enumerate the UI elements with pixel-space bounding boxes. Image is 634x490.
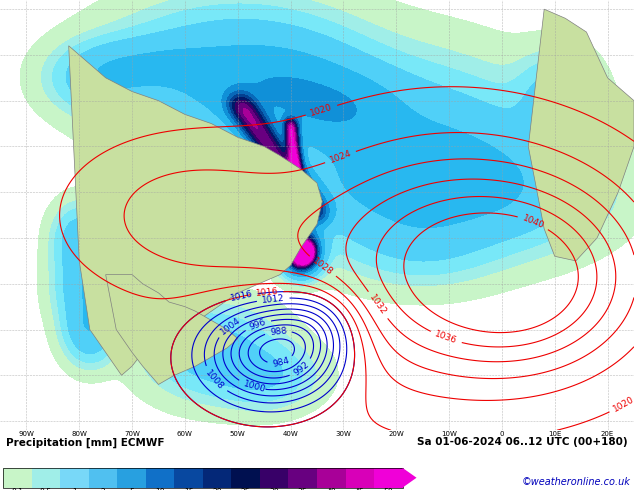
Bar <box>346 468 374 488</box>
Text: 1016: 1016 <box>230 290 254 303</box>
Text: 1: 1 <box>72 488 77 490</box>
Bar <box>231 468 260 488</box>
Bar <box>3 468 403 488</box>
Text: 20: 20 <box>212 488 222 490</box>
Polygon shape <box>68 46 322 375</box>
Bar <box>89 468 117 488</box>
Text: 30W: 30W <box>335 431 351 438</box>
Text: 80W: 80W <box>71 431 87 438</box>
Text: 1036: 1036 <box>434 330 458 346</box>
Bar <box>260 468 288 488</box>
Text: 1028: 1028 <box>311 256 335 277</box>
Text: 988: 988 <box>269 326 287 337</box>
Text: 1012: 1012 <box>261 294 285 305</box>
Text: Precipitation [mm] ECMWF: Precipitation [mm] ECMWF <box>6 438 165 448</box>
Bar <box>374 468 403 488</box>
Text: 1032: 1032 <box>368 293 388 317</box>
Text: 992: 992 <box>292 360 311 378</box>
Text: 2: 2 <box>101 488 105 490</box>
Bar <box>3 468 32 488</box>
Text: 15: 15 <box>184 488 193 490</box>
Text: 10E: 10E <box>548 431 562 438</box>
Bar <box>146 468 174 488</box>
Text: 50W: 50W <box>230 431 245 438</box>
Text: 70W: 70W <box>124 431 140 438</box>
Text: 1020: 1020 <box>309 102 333 118</box>
Text: 20W: 20W <box>389 431 404 438</box>
Text: 1020: 1020 <box>612 395 634 414</box>
Bar <box>117 468 146 488</box>
Text: 1004: 1004 <box>219 315 242 336</box>
Text: 0.5: 0.5 <box>40 488 52 490</box>
Bar <box>317 468 346 488</box>
Text: 1008: 1008 <box>204 368 226 392</box>
Text: ©weatheronline.co.uk: ©weatheronline.co.uk <box>522 477 631 487</box>
Text: 35: 35 <box>298 488 307 490</box>
Bar <box>288 468 317 488</box>
Text: 40W: 40W <box>283 431 299 438</box>
Text: 10W: 10W <box>441 431 457 438</box>
Text: 90W: 90W <box>18 431 34 438</box>
Text: 1000: 1000 <box>242 380 266 394</box>
Bar <box>203 468 231 488</box>
Text: 45: 45 <box>355 488 365 490</box>
Text: 5: 5 <box>129 488 134 490</box>
Text: 1040: 1040 <box>521 214 545 231</box>
Bar <box>60 468 89 488</box>
Bar <box>174 468 203 488</box>
Text: 0.1: 0.1 <box>11 488 23 490</box>
Text: 10: 10 <box>155 488 165 490</box>
Bar <box>32 468 60 488</box>
Text: 0: 0 <box>500 431 504 438</box>
Text: 60W: 60W <box>177 431 193 438</box>
Text: 996: 996 <box>249 318 268 332</box>
Text: 1024: 1024 <box>328 149 353 165</box>
Polygon shape <box>403 468 417 488</box>
Text: 25: 25 <box>241 488 250 490</box>
Polygon shape <box>106 274 238 385</box>
Polygon shape <box>528 9 634 261</box>
Text: 30: 30 <box>269 488 279 490</box>
Text: 984: 984 <box>271 356 290 369</box>
Text: 20E: 20E <box>601 431 614 438</box>
Text: Sa 01-06-2024 06..12 UTC (00+180): Sa 01-06-2024 06..12 UTC (00+180) <box>417 438 628 447</box>
Text: 40: 40 <box>327 488 336 490</box>
Text: 50: 50 <box>384 488 393 490</box>
Text: 1016: 1016 <box>255 287 279 298</box>
